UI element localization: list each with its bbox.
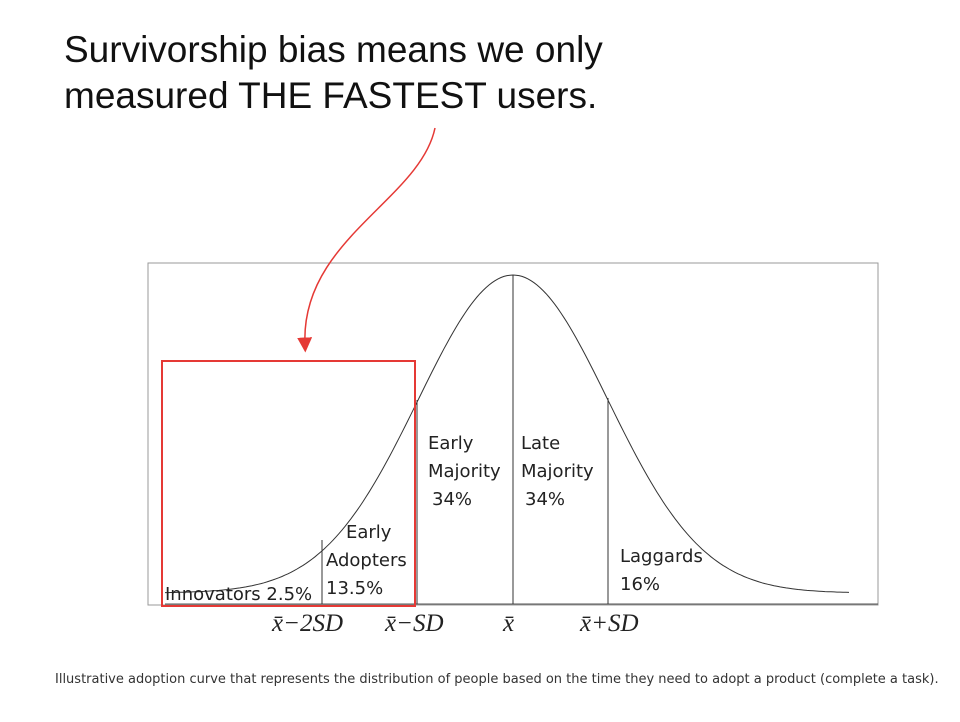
segment-label: Early bbox=[346, 522, 392, 543]
segment-label: Laggards bbox=[620, 546, 703, 567]
arrow bbox=[297, 127, 436, 353]
axis-label: x̄+SD bbox=[579, 610, 639, 637]
segment-label: Innovators 2.5% bbox=[165, 584, 312, 605]
axis-label: x̄−SD bbox=[384, 610, 444, 637]
bell-curve bbox=[165, 274, 850, 594]
segment-label: 34% bbox=[432, 489, 472, 510]
segment-label: Majority bbox=[521, 461, 594, 482]
axis-label: x̄ bbox=[502, 610, 514, 637]
segment-label: Late bbox=[521, 433, 560, 454]
caption: Illustrative adoption curve that represe… bbox=[55, 672, 939, 687]
highlight-box bbox=[161, 360, 416, 607]
segment-label: 13.5% bbox=[326, 578, 383, 599]
segment-label: 16% bbox=[620, 574, 660, 595]
segment-label: Majority bbox=[428, 461, 501, 482]
axis-label: x̄−2SD bbox=[271, 610, 343, 637]
headline: measured THE FASTEST users. bbox=[64, 75, 597, 116]
segment-label: Early bbox=[428, 433, 474, 454]
headline: Survivorship bias means we only bbox=[64, 29, 603, 70]
segment-label: Adopters bbox=[326, 550, 407, 571]
segment-label: 34% bbox=[525, 489, 565, 510]
diagram-frame bbox=[147, 262, 879, 606]
